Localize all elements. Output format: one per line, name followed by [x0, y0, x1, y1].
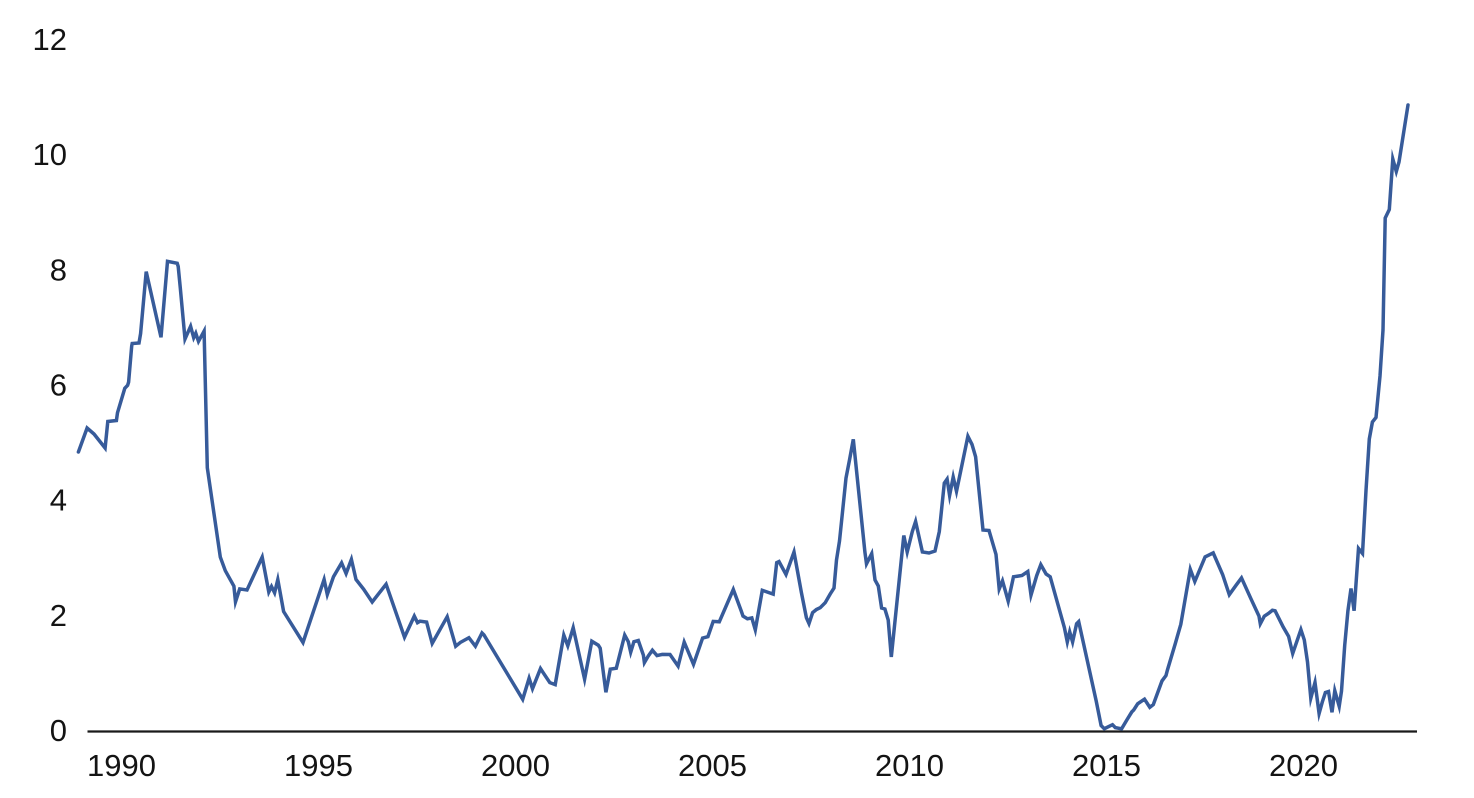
svg-text:2005: 2005: [678, 748, 747, 783]
svg-text:12: 12: [33, 22, 67, 57]
svg-text:6: 6: [50, 368, 67, 403]
svg-text:2010: 2010: [875, 748, 944, 783]
svg-text:1990: 1990: [87, 748, 156, 783]
svg-text:8: 8: [50, 252, 67, 287]
svg-text:10: 10: [33, 137, 67, 172]
svg-text:1995: 1995: [284, 748, 353, 783]
svg-text:2000: 2000: [481, 748, 550, 783]
svg-text:4: 4: [50, 483, 67, 518]
svg-text:2015: 2015: [1072, 748, 1141, 783]
svg-text:0: 0: [50, 713, 67, 748]
svg-text:2: 2: [50, 598, 67, 633]
svg-text:2020: 2020: [1269, 748, 1338, 783]
